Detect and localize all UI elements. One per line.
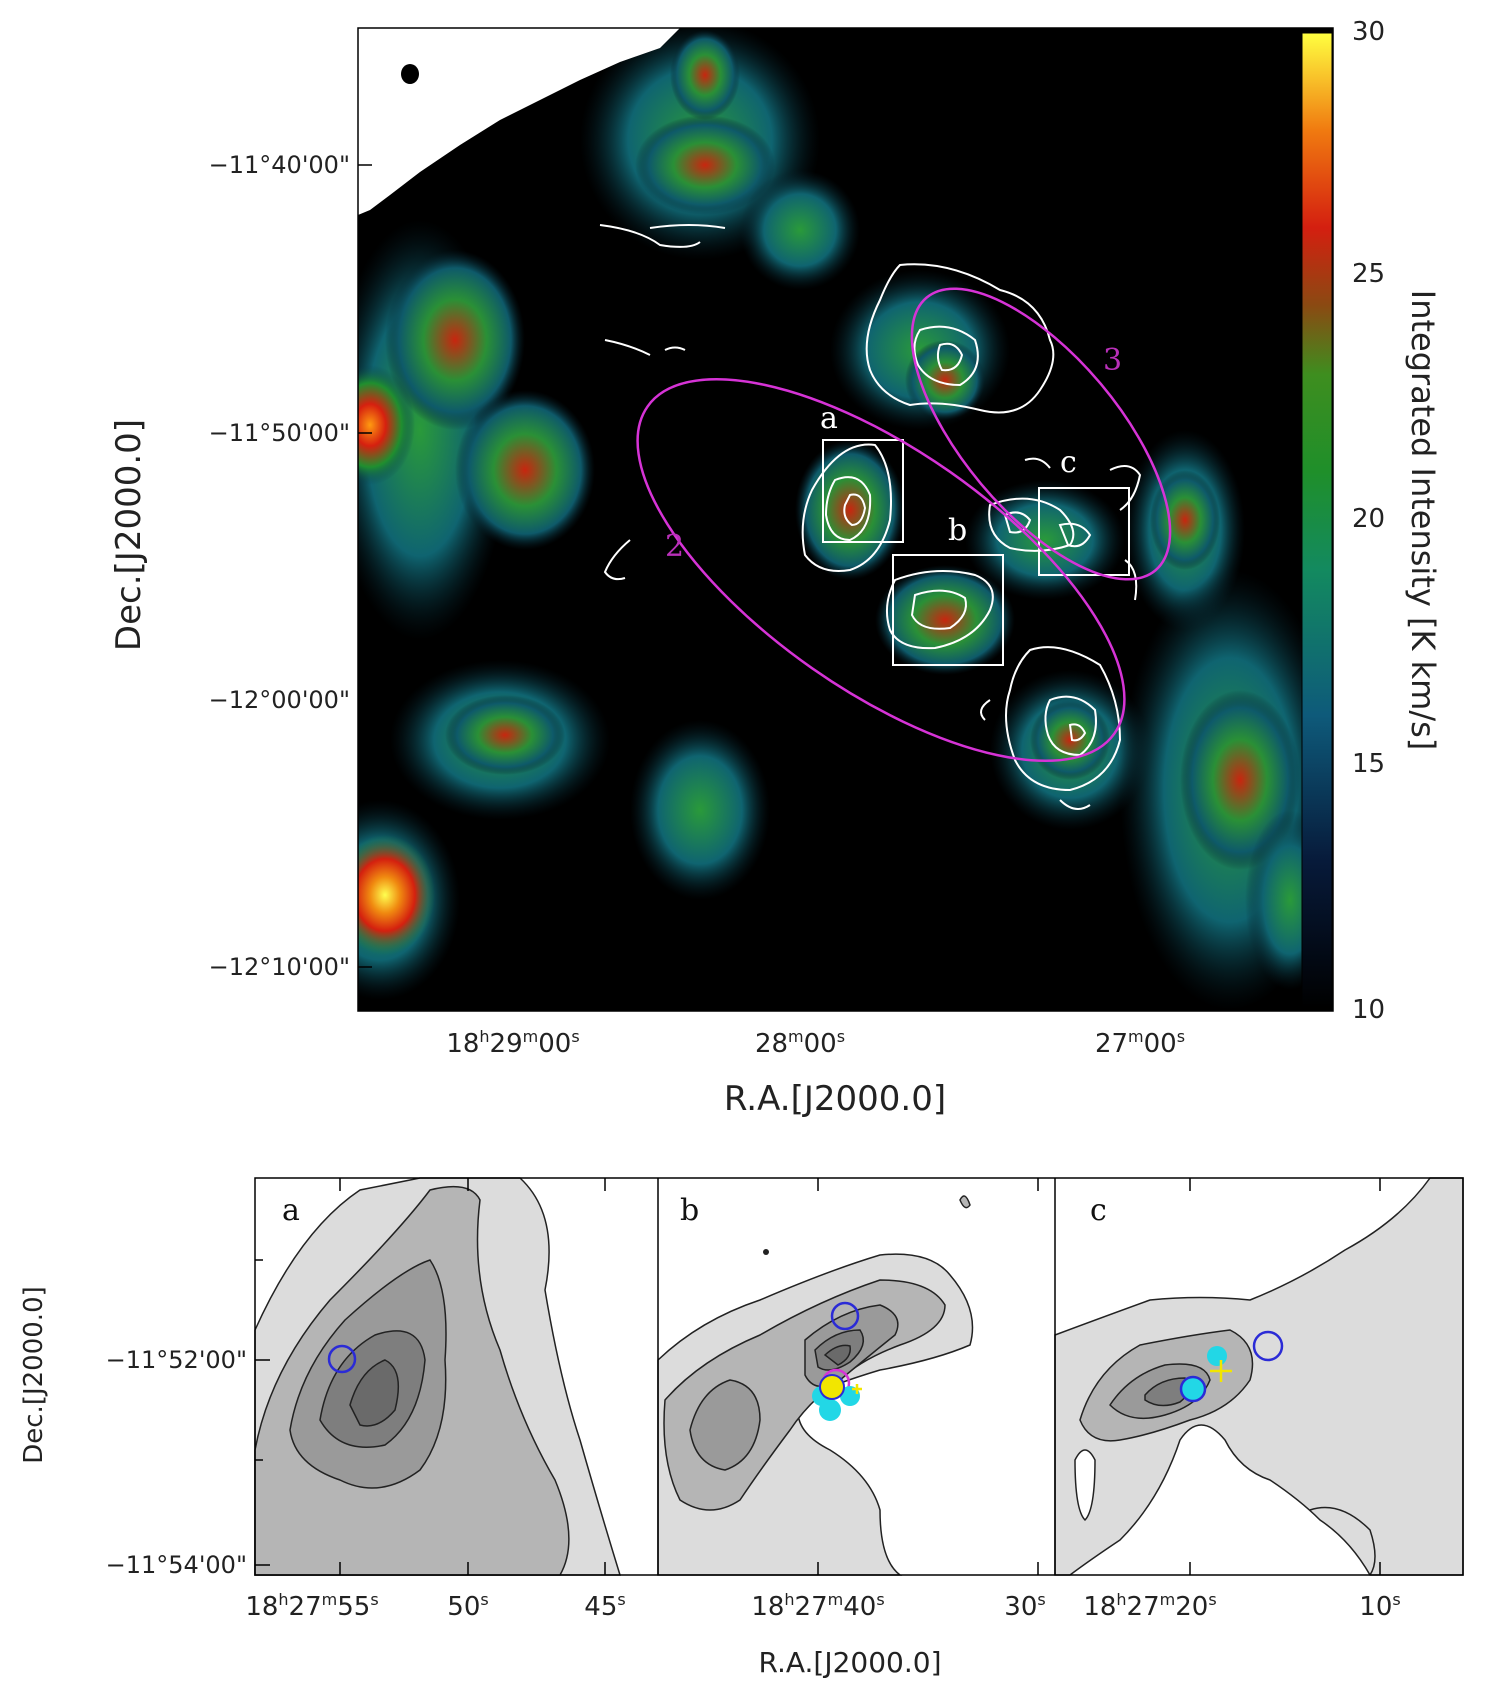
box-c xyxy=(1038,487,1130,576)
source-circle xyxy=(1252,1330,1284,1362)
y-tick-label: −11°54'00" xyxy=(106,1551,247,1579)
panel-label-b: b xyxy=(680,1193,699,1228)
panel-ticks xyxy=(255,1178,1381,1575)
y-tick-label: −11°50'00" xyxy=(209,419,350,447)
region-label-2: 2 xyxy=(665,529,684,564)
contours xyxy=(599,224,1142,810)
region-labels: 2 3 xyxy=(665,343,1122,564)
colorbar-label: Integrated Intensity [K km/s] xyxy=(1404,290,1442,750)
cross-marker xyxy=(1210,1360,1232,1382)
colorbar-gradient xyxy=(1301,32,1333,1009)
emission-blobs xyxy=(358,28,1333,1010)
x-tick-label: 28m00s xyxy=(755,1027,845,1059)
panel-y-tick-labels: −11°52'00" −11°54'00" xyxy=(106,1346,247,1579)
unobserved-region xyxy=(358,28,680,215)
source-circle xyxy=(830,1301,860,1331)
panel-a: a xyxy=(254,1177,658,1576)
x-tick-label: 18h27m20s xyxy=(1083,1590,1216,1622)
y-tick-label: −12°10'00" xyxy=(209,953,350,981)
panel-label-a: a xyxy=(282,1193,300,1228)
y-tick-label: −12°00'00" xyxy=(209,686,350,714)
beam-marker xyxy=(401,64,419,84)
filled-cyan-marker xyxy=(819,1399,841,1421)
x-tick-label: 50s xyxy=(447,1590,488,1622)
box-label-b: b xyxy=(948,513,967,548)
colorbar-tick: 30 xyxy=(1352,17,1385,47)
box-labels: a b c xyxy=(820,401,1077,548)
colorbar-tick: 10 xyxy=(1352,995,1385,1025)
x-tick-label: 30s xyxy=(1004,1590,1045,1622)
panel-c: c xyxy=(1054,1177,1464,1576)
colorbar-tick-labels: 30 25 20 15 10 xyxy=(1352,17,1385,1025)
x-tick-label: 10s xyxy=(1359,1590,1400,1622)
panel-y-axis-label: Dec.[J2000.0] xyxy=(19,1286,49,1464)
colorbar-tick: 20 xyxy=(1352,504,1385,534)
map-y-tick-labels: −11°40'00" −11°50'00" −12°00'00" −12°10'… xyxy=(209,151,350,981)
x-tick-label: 18h27m55s xyxy=(245,1590,378,1622)
filled-cyan-marker xyxy=(840,1386,860,1406)
map-x-tick-labels: 18h29m00s 28m00s 27m00s xyxy=(446,1027,1185,1059)
source-circle-filled xyxy=(1179,1375,1207,1403)
panel-x-tick-labels: 18h27m55s 50s 45s 18h27m40s 30s 18h27m20… xyxy=(245,1590,1400,1622)
filled-cyan-marker xyxy=(1207,1346,1227,1366)
map-frame xyxy=(357,27,1334,1012)
panel-b: b xyxy=(657,1178,1055,1576)
box-label-a: a xyxy=(820,401,838,436)
map-y-ticks xyxy=(358,164,372,968)
x-tick-label: 27m00s xyxy=(1095,1027,1185,1059)
source-circle-yellow xyxy=(819,1374,845,1400)
y-tick-label: −11°52'00" xyxy=(106,1346,247,1374)
colorbar: 30 25 20 15 10 Integrated Intensity [K k… xyxy=(1301,17,1442,1025)
colorbar-tick: 25 xyxy=(1352,259,1385,289)
intensity-map: a b c 2 3 xyxy=(358,28,1333,1011)
x-tick-label: 18h27m40s xyxy=(751,1590,884,1622)
region-ellipse-2 xyxy=(636,378,1126,762)
panel-label-c: c xyxy=(1090,1193,1107,1228)
map-x-axis-label: R.A.[J2000.0] xyxy=(724,1079,946,1119)
box-b xyxy=(892,554,1004,666)
map-y-axis-label: Dec.[J2000.0] xyxy=(109,419,149,651)
panel-x-axis-label: R.A.[J2000.0] xyxy=(759,1646,942,1679)
box-a xyxy=(822,439,904,543)
y-tick-label: −11°40'00" xyxy=(209,151,350,179)
region-label-3: 3 xyxy=(1103,343,1122,378)
cross-marker xyxy=(852,1384,862,1394)
colorbar-tick: 15 xyxy=(1352,749,1385,779)
source-circle xyxy=(327,1344,357,1374)
x-tick-label: 45s xyxy=(584,1590,625,1622)
box-label-c: c xyxy=(1060,445,1077,480)
bottom-panels: a b xyxy=(19,1177,1464,1679)
region-ellipses xyxy=(636,287,1172,762)
box-regions xyxy=(822,439,1130,666)
x-tick-label: 18h29m00s xyxy=(446,1027,579,1059)
region-ellipse-3 xyxy=(910,287,1172,581)
panel-frames xyxy=(254,1177,1464,1576)
